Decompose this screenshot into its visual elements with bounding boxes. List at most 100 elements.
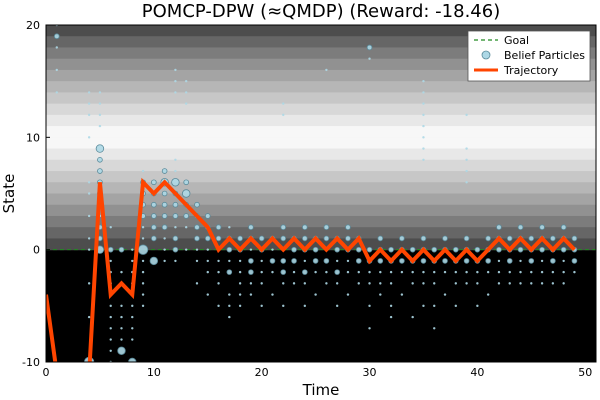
belief-particle xyxy=(291,258,297,264)
belief-particle xyxy=(366,44,373,51)
belief-particle xyxy=(228,226,231,229)
belief-particle xyxy=(550,235,556,242)
belief-particle xyxy=(217,282,220,285)
belief-particle xyxy=(442,258,448,264)
belief-particle xyxy=(368,304,371,308)
belief-particle xyxy=(422,79,425,83)
belief-particle xyxy=(163,248,166,251)
belief-particle xyxy=(87,113,91,117)
belief-particle xyxy=(335,259,339,263)
belief-particle xyxy=(355,258,362,264)
belief-particle xyxy=(517,224,524,231)
belief-particle xyxy=(335,304,339,308)
belief-particle xyxy=(217,259,220,263)
belief-particle xyxy=(422,124,425,128)
belief-particle xyxy=(206,248,209,251)
belief-particle xyxy=(109,327,112,330)
belief-particle xyxy=(195,259,199,263)
belief-particle xyxy=(174,158,177,161)
x-tick-label: 40 xyxy=(470,366,484,379)
belief-particle xyxy=(334,246,340,253)
belief-particle xyxy=(422,270,425,274)
y-axis-title: State xyxy=(0,174,18,214)
belief-particle xyxy=(389,282,393,285)
belief-particle xyxy=(540,270,544,274)
belief-particle xyxy=(562,259,565,263)
belief-particle xyxy=(291,246,297,253)
legend-goal-label: Goal xyxy=(504,34,529,47)
chart-title: POMCP-DPW (≈QMDP) (Reward: -18.46) xyxy=(142,1,500,22)
belief-particle xyxy=(506,235,513,242)
belief-particle xyxy=(184,102,188,105)
belief-particle xyxy=(539,246,545,253)
belief-particle xyxy=(422,282,425,285)
heatmap-band xyxy=(46,103,596,116)
belief-particle xyxy=(141,282,145,285)
belief-particle xyxy=(345,235,351,242)
belief-particle xyxy=(573,270,576,274)
belief-particle xyxy=(151,213,157,219)
belief-particle xyxy=(161,168,168,174)
belief-particle xyxy=(282,304,285,308)
belief-particle xyxy=(194,224,200,231)
belief-particle xyxy=(120,315,123,319)
belief-particle xyxy=(98,91,102,94)
legend-particle-swatch xyxy=(481,50,491,60)
belief-particle xyxy=(109,338,112,341)
belief-particle xyxy=(163,259,166,263)
belief-particle xyxy=(411,270,414,274)
belief-particle xyxy=(228,293,231,296)
belief-particle xyxy=(258,235,265,242)
belief-particle xyxy=(215,235,222,242)
belief-particle xyxy=(388,246,394,253)
belief-particle xyxy=(53,33,60,40)
x-tick-label: 10 xyxy=(147,366,161,379)
belief-particle xyxy=(528,258,535,264)
belief-particle xyxy=(323,235,330,242)
belief-particle xyxy=(172,235,179,242)
belief-particle xyxy=(151,179,157,186)
belief-particle xyxy=(141,270,145,274)
belief-particle xyxy=(161,190,168,197)
belief-particle xyxy=(87,192,91,195)
belief-particle xyxy=(368,327,371,330)
belief-particle xyxy=(184,226,188,229)
belief-particle xyxy=(131,248,134,251)
belief-particle xyxy=(465,113,468,117)
belief-particle xyxy=(260,259,263,263)
belief-particle xyxy=(519,282,522,285)
belief-particle xyxy=(323,258,330,264)
belief-particle xyxy=(379,282,382,285)
belief-particle xyxy=(389,304,393,308)
belief-particle xyxy=(238,270,242,274)
belief-particle xyxy=(128,357,137,362)
belief-particle xyxy=(540,259,544,263)
heatmap-band xyxy=(46,215,596,228)
belief-particle xyxy=(474,246,481,253)
belief-particle xyxy=(172,201,179,208)
belief-particle xyxy=(87,91,91,94)
belief-particle xyxy=(303,282,307,285)
belief-particle xyxy=(302,235,308,242)
belief-particle xyxy=(399,258,405,264)
heatmap-band xyxy=(46,171,596,183)
belief-particle xyxy=(411,282,414,285)
heatmap-band xyxy=(46,47,596,60)
belief-particle xyxy=(238,282,242,285)
belief-particle xyxy=(141,237,145,240)
belief-particle xyxy=(131,304,134,308)
belief-particle xyxy=(422,136,425,139)
heatmap-band xyxy=(46,114,596,127)
belief-particle xyxy=(476,304,479,308)
belief-particle xyxy=(195,282,199,285)
belief-particle xyxy=(379,293,382,296)
belief-particle xyxy=(194,235,200,242)
heatmap-band xyxy=(46,126,596,138)
belief-particle xyxy=(325,68,328,72)
belief-particle xyxy=(131,315,134,319)
belief-particle xyxy=(260,304,263,308)
belief-particle xyxy=(442,235,448,242)
belief-particle xyxy=(280,269,287,275)
belief-particle xyxy=(97,157,103,163)
